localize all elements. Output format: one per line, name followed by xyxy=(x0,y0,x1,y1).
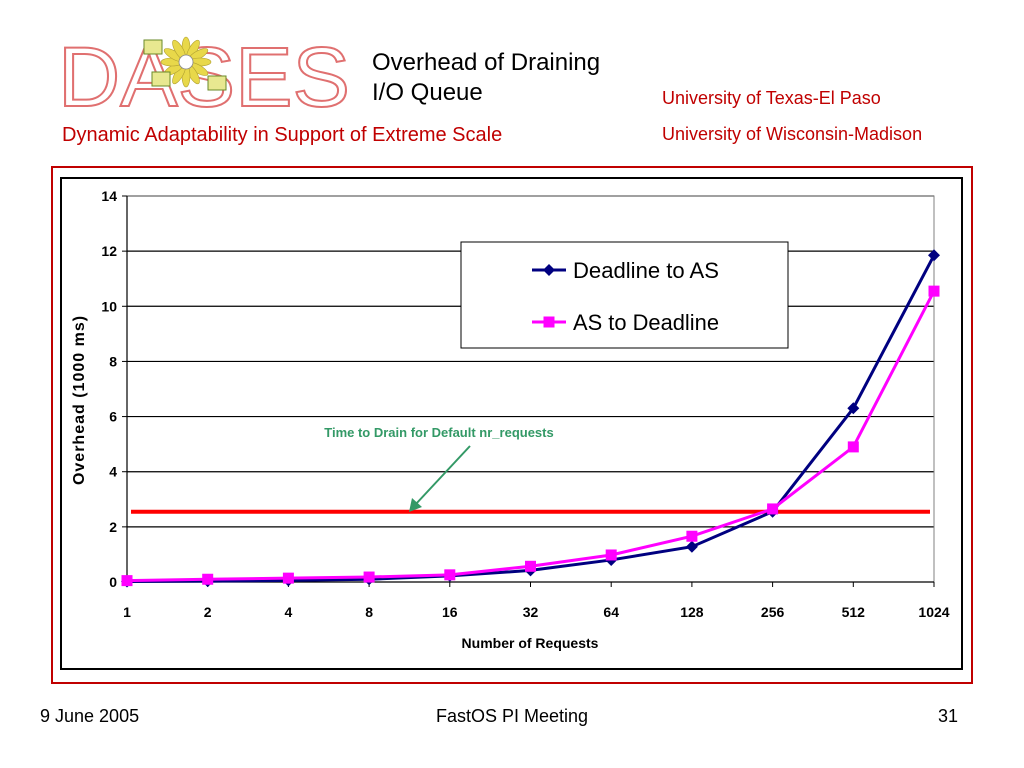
x-tick-label: 1024 xyxy=(918,604,949,620)
data-point xyxy=(525,560,536,572)
data-point xyxy=(444,569,456,581)
y-tick-label: 0 xyxy=(109,574,117,590)
data-point xyxy=(202,573,214,585)
series-2 xyxy=(121,285,940,587)
data-point xyxy=(767,503,779,515)
x-tick-label: 256 xyxy=(761,604,785,620)
y-tick-label: 4 xyxy=(109,464,117,480)
data-point xyxy=(605,549,617,561)
x-tick-label: 1 xyxy=(123,604,131,620)
x-axis-label: Number of Requests xyxy=(462,635,599,651)
slide-title: Overhead of Draining I/O Queue xyxy=(372,48,672,108)
x-tick-label: 512 xyxy=(842,604,866,620)
data-point xyxy=(928,249,940,262)
data-point xyxy=(847,441,859,453)
data-point xyxy=(686,530,698,542)
university-2: University of Wisconsin-Madison xyxy=(662,124,923,144)
series xyxy=(121,249,940,588)
y-axis-label: Overhead (1000 ms) xyxy=(71,315,88,485)
data-point xyxy=(282,572,294,584)
page-number: 31 xyxy=(937,706,958,726)
slide-subtitle: Dynamic Adaptability in Support of Extre… xyxy=(62,124,503,146)
legend: Deadline to AS AS to Deadline xyxy=(460,241,789,349)
data-point xyxy=(543,264,555,276)
y-tick-label: 10 xyxy=(101,298,117,314)
y-tick-label: 6 xyxy=(109,409,117,425)
data-point xyxy=(121,575,133,587)
y-tick-label: 8 xyxy=(109,353,117,369)
slide-title-line2: I/O Queue xyxy=(372,79,483,106)
legend-label: Deadline to AS xyxy=(573,258,719,283)
legend-label: AS to Deadline xyxy=(573,310,719,335)
data-point xyxy=(543,316,555,328)
chart-frame xyxy=(51,166,973,684)
logo-text: DASES xyxy=(58,36,350,112)
legend-box xyxy=(460,241,789,349)
university-1: University of Texas-El Paso xyxy=(662,88,881,108)
annotation-arrow xyxy=(409,445,471,512)
x-tick-label: 64 xyxy=(603,604,619,620)
footer-date: 9 June 2005 xyxy=(40,706,140,726)
x-tick-label: 32 xyxy=(523,604,539,620)
y-tick-label: 2 xyxy=(109,519,117,535)
x-tick-label: 128 xyxy=(680,604,704,620)
computer-icon xyxy=(143,39,227,91)
data-point xyxy=(685,540,698,553)
y-tick-label: 12 xyxy=(101,243,117,259)
x-tick-label: 16 xyxy=(442,604,458,620)
y-tick-label: 14 xyxy=(101,188,117,204)
data-point xyxy=(363,571,375,583)
x-tick-label: 8 xyxy=(365,604,373,620)
x-tick-label: 2 xyxy=(204,604,212,620)
threshold-annotation: Time to Drain for Default nr_requests xyxy=(324,425,553,440)
data-point xyxy=(928,285,940,297)
x-tick-label: 4 xyxy=(285,604,293,620)
footer-meeting: FastOS PI Meeting xyxy=(435,706,589,726)
slide-title-line1: Overhead of Draining xyxy=(372,49,601,76)
data-point xyxy=(847,402,860,415)
dases-logo: DASES xyxy=(57,29,358,125)
